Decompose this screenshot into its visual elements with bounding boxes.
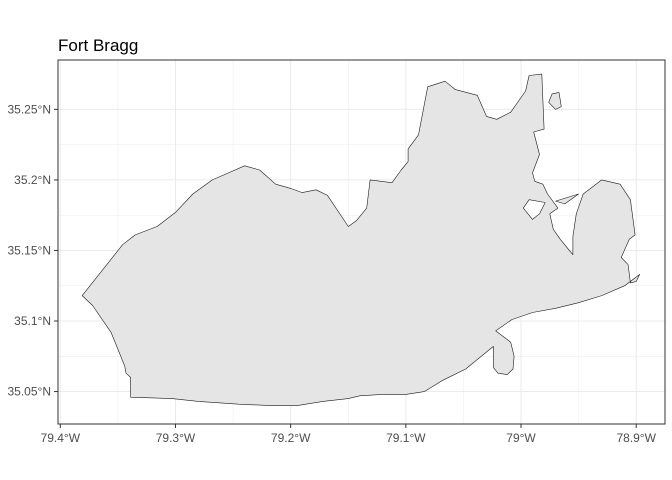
x-tick-label: 79.1°W	[386, 431, 426, 445]
panel-border	[57, 59, 666, 425]
x-tick-label: 79.2°W	[271, 431, 311, 445]
x-tick-label: 78.9°W	[616, 431, 656, 445]
y-tick-label: 35.15°N	[8, 243, 52, 257]
fort-bragg-boundary	[81, 73, 640, 406]
map-title: Fort Bragg	[58, 36, 138, 55]
y-tick-label: 35.2°N	[14, 173, 51, 187]
y-tick-label: 35.05°N	[8, 385, 52, 399]
y-tick-label: 35.25°N	[8, 102, 52, 116]
y-tick-label: 35.1°N	[14, 314, 51, 328]
axis-layer: 79.4°W 79.3°W 79.2°W 79.1°W 79°W 78.9°W 35.05°…	[8, 102, 657, 445]
x-tick-label: 79°W	[506, 431, 536, 445]
map-feature-layer	[81, 73, 640, 406]
x-tick-label: 79.3°W	[156, 431, 196, 445]
x-tick-label: 79.4°W	[41, 431, 81, 445]
